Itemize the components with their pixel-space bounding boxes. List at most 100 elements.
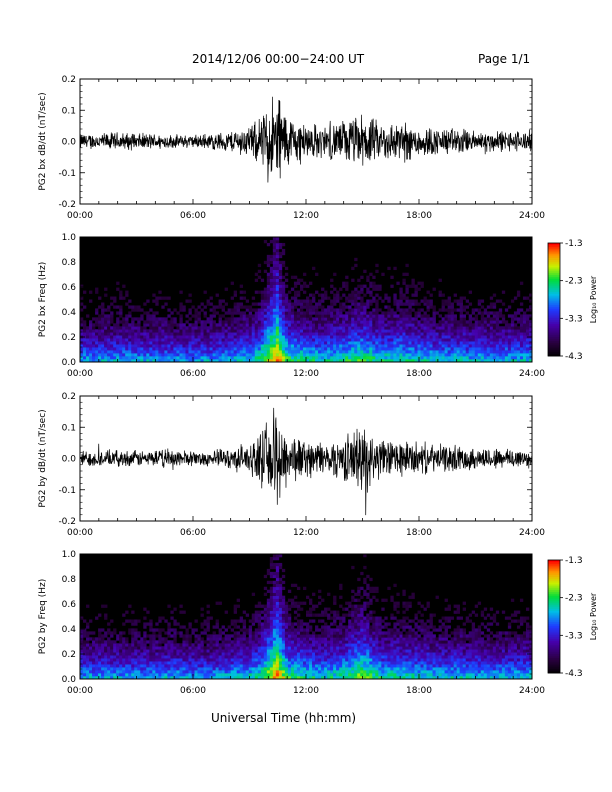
spectrogram-cell <box>306 613 310 617</box>
spectrogram-cell <box>131 649 135 653</box>
y-tick-label: -0.1 <box>58 169 76 179</box>
spectrogram-cell <box>233 619 237 623</box>
spectrogram-cell <box>260 631 265 635</box>
spectrogram-cell <box>459 329 463 333</box>
spectrogram-cell <box>269 266 274 271</box>
spectrogram-cell <box>375 347 379 351</box>
spectrogram-cell <box>155 643 159 647</box>
spectrogram-cell <box>492 353 497 357</box>
spectrogram-cell <box>339 359 343 363</box>
spectrogram-cell <box>281 607 286 611</box>
spectrogram-cell <box>176 631 180 635</box>
spectrogram-cell <box>254 616 259 620</box>
spectrogram-cell <box>116 658 120 662</box>
spectrogram-cell <box>260 338 265 342</box>
spectrogram-cell <box>260 664 265 668</box>
spectrogram-cell <box>281 302 286 306</box>
spectrogram-cell <box>519 335 524 339</box>
spectrogram-cell <box>281 242 286 247</box>
spectrogram-cell <box>254 356 259 360</box>
spectrogram-cell <box>266 353 271 357</box>
spectrogram-cell <box>233 676 237 680</box>
spectrogram-cell <box>260 317 265 321</box>
spectrogram-cell <box>215 350 219 354</box>
spectrogram-cell <box>176 676 180 680</box>
spectrogram-cell <box>167 676 171 680</box>
colorbar-segment <box>548 322 560 325</box>
spectrogram-cell <box>239 350 244 354</box>
spectrogram-cell <box>330 305 334 309</box>
spectrogram-cell <box>287 646 292 650</box>
spectrogram-cell <box>209 616 213 620</box>
spectrogram-cell <box>185 634 189 638</box>
spectrogram-cell <box>206 353 210 357</box>
spectrogram-cell <box>221 658 225 662</box>
spectrogram-cell <box>399 356 403 360</box>
spectrogram-cell <box>149 661 153 665</box>
spectrogram-cell <box>194 341 198 345</box>
spectrogram-cell <box>227 637 231 641</box>
spectrogram-cell <box>399 293 403 297</box>
spectrogram-cell <box>230 317 234 321</box>
spectrogram-cell <box>471 353 476 357</box>
spectrogram-cell <box>290 287 295 291</box>
spectrogram-cell <box>351 314 355 318</box>
spectrogram-cell <box>230 281 234 285</box>
spectrogram-cell <box>287 329 292 333</box>
spectrogram-cell <box>510 320 515 324</box>
spectrogram-cell <box>161 326 165 330</box>
spectrogram-cell <box>266 616 271 620</box>
spectrogram-cell <box>230 622 234 626</box>
spectrogram-cell <box>137 652 141 656</box>
spectrogram-cell <box>155 670 159 674</box>
spectrogram-cell <box>182 359 186 363</box>
spectrogram-cell <box>327 329 331 333</box>
spectrogram-cell <box>342 314 346 318</box>
spectrogram-cell <box>296 655 301 659</box>
x-axis-label: Universal Time (hh:mm) <box>211 711 357 725</box>
spectrogram-cell <box>411 326 415 330</box>
spectrogram-cell <box>513 323 518 327</box>
spectrogram-cell <box>336 338 340 342</box>
spectrogram-cell <box>269 341 274 345</box>
spectrogram-cell <box>450 320 454 324</box>
spectrogram-cell <box>266 308 271 312</box>
spectrogram-cell <box>119 344 123 348</box>
spectrogram-cell <box>468 335 473 339</box>
spectrogram-cell <box>137 643 141 647</box>
spectrogram-cell <box>290 353 295 357</box>
spectrogram-cell <box>284 616 289 620</box>
spectrogram-cell <box>110 640 114 644</box>
spectrogram-cell <box>143 616 147 620</box>
spectrogram-cell <box>486 326 491 330</box>
spectrogram-cell <box>306 335 310 339</box>
spectrogram-cell <box>239 670 244 674</box>
spectrogram-cell <box>200 667 204 671</box>
spectrogram-cell <box>405 320 409 324</box>
spectrogram-cell <box>302 359 307 363</box>
spectrogram-cell <box>212 326 216 330</box>
spectrogram-cell <box>495 311 500 315</box>
spectrogram-cell <box>429 293 433 297</box>
spectrogram-cell <box>504 308 509 312</box>
spectrogram-cell <box>309 299 313 303</box>
spectrogram-cell <box>83 332 87 336</box>
spectrogram-cell <box>333 344 337 348</box>
spectrogram-cell <box>354 347 358 351</box>
spectrogram-cell <box>242 631 247 635</box>
spectrogram-cell <box>366 350 370 354</box>
spectrogram-cell <box>221 350 225 354</box>
spectrogram-cell <box>408 323 412 327</box>
spectrogram-cell <box>116 661 120 665</box>
spectrogram-cell <box>266 646 271 650</box>
spectrogram-cell <box>306 359 310 363</box>
spectrogram-cell <box>266 290 271 294</box>
spectrogram-cell <box>236 634 240 638</box>
spectrogram-cell <box>357 302 361 306</box>
spectrogram-cell <box>327 356 331 360</box>
spectrogram-cell <box>269 353 274 357</box>
spectrogram-cell <box>272 317 277 321</box>
spectrogram-cell <box>248 643 253 647</box>
spectrogram-cell <box>224 287 228 291</box>
spectrogram-cell <box>290 634 295 638</box>
